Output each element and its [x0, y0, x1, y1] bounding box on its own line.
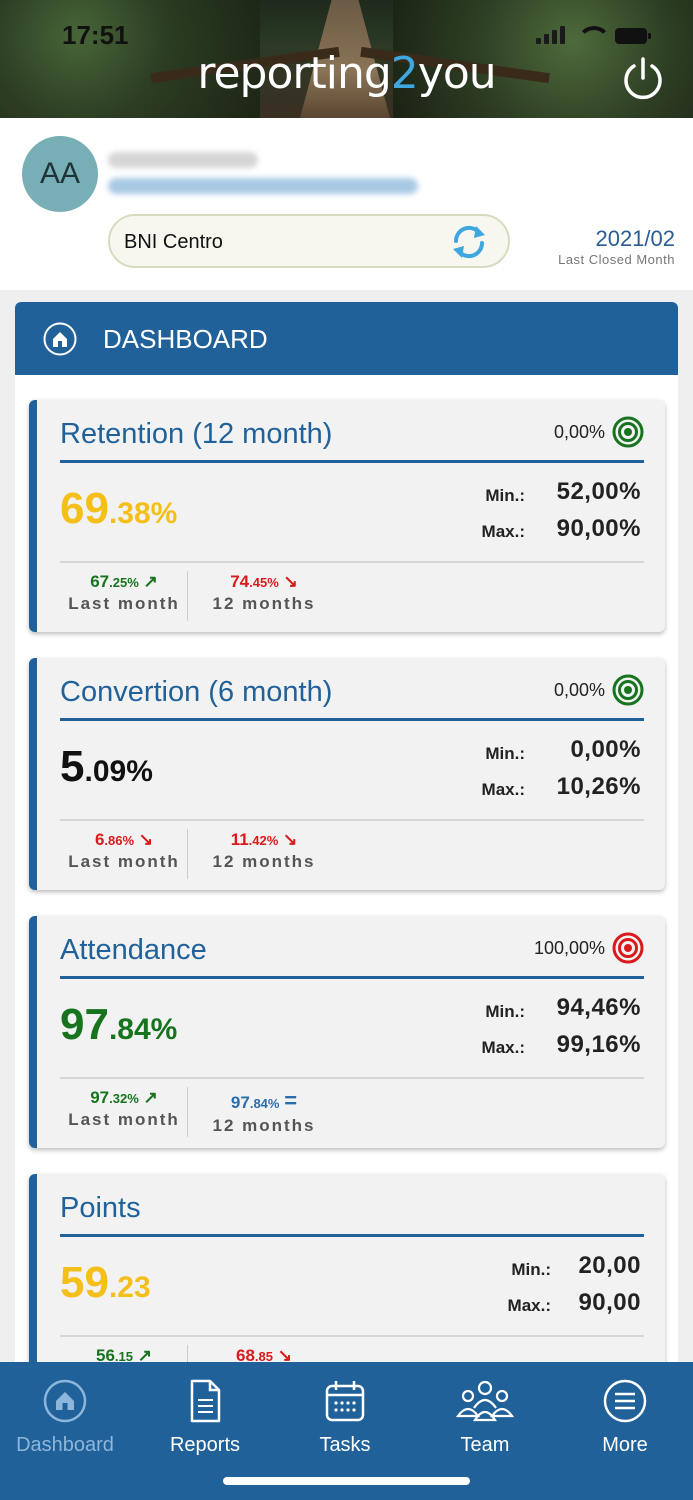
divider — [60, 976, 644, 979]
divider — [187, 1087, 188, 1137]
arrow-down-icon: ↘ — [138, 830, 154, 849]
kpi-title: Convertion (6 month) — [60, 676, 333, 708]
equal-icon: = — [284, 1088, 298, 1113]
tab-label: More — [602, 1434, 648, 1456]
chapter-selector[interactable]: BNI Centro — [108, 214, 510, 268]
chapter-name: BNI Centro — [124, 231, 223, 253]
min-label: Min.: — [485, 744, 525, 763]
kpi-value: 97.84% — [60, 1000, 178, 1049]
divider — [60, 1234, 644, 1237]
calendar-icon — [325, 1381, 365, 1422]
12-months-stat: 11.42% ↘ 12 months — [212, 830, 316, 871]
divider — [187, 829, 188, 879]
divider — [60, 460, 644, 463]
status-time: 17:51 — [62, 20, 129, 50]
12-months-stat: 74.45% ↘ 12 months — [212, 572, 316, 613]
divider — [187, 571, 188, 621]
last-month-stat: 67.25% ↗ Last month — [68, 572, 180, 613]
min-value: 0,00% — [570, 736, 641, 763]
user-email-redacted — [108, 178, 418, 194]
power-icon[interactable] — [620, 56, 666, 102]
kpi-target: 0,00% — [553, 680, 605, 700]
document-icon — [190, 1379, 221, 1423]
min-label: Min.: — [485, 486, 525, 505]
kpi-title: Retention (12 month) — [60, 418, 333, 450]
max-label: Max.: — [481, 780, 525, 799]
kpi-title: Attendance — [60, 934, 207, 966]
tab-reports[interactable]: Reports — [140, 1378, 270, 1457]
min-value: 20,00 — [578, 1252, 641, 1279]
divider — [60, 561, 644, 563]
max-label: Max.: — [481, 1038, 525, 1057]
app-logo: reporting2you — [197, 48, 496, 99]
tab-label: Team — [460, 1434, 510, 1456]
min-value: 52,00% — [556, 478, 641, 505]
dashboard-title: DASHBOARD — [103, 324, 268, 354]
tab-label: Dashboard — [16, 1434, 114, 1456]
kpi-target: 0,00% — [553, 422, 605, 442]
max-value: 99,16% — [556, 1031, 641, 1058]
12-months-stat: 97.84% = 12 months — [212, 1088, 316, 1135]
divider — [60, 1077, 644, 1079]
tab-label: Reports — [169, 1434, 241, 1456]
status-icons — [536, 26, 651, 44]
background-photo — [0, 0, 260, 118]
kpi-target: 100,00% — [533, 938, 605, 958]
arrow-down-icon: ↘ — [277, 1346, 292, 1365]
min-label: Min.: — [485, 1002, 525, 1021]
tab-label: Tasks — [319, 1434, 371, 1456]
max-value: 90,00% — [556, 515, 641, 542]
divider — [60, 718, 644, 721]
arrow-up-icon: ↗ — [143, 572, 158, 591]
header-banner — [0, 0, 693, 118]
home-indicator[interactable] — [223, 1477, 470, 1485]
refresh-icon[interactable] — [448, 222, 490, 262]
max-label: Max.: — [481, 522, 525, 541]
max-value: 90,00 — [578, 1289, 641, 1316]
tab-dashboard[interactable]: Dashboard — [0, 1378, 130, 1457]
wifi-icon — [577, 26, 611, 44]
12-months-stat: 68.85 ↘ — [236, 1346, 292, 1365]
kpi-card-convertion[interactable]: Convertion (6 month) 0,00% 5.09% Min.: 0… — [29, 658, 665, 890]
divider — [60, 819, 644, 821]
period-label: Last Closed Month — [558, 252, 675, 267]
arrow-down-icon: ↘ — [283, 572, 298, 591]
tab-more[interactable]: More — [560, 1378, 690, 1457]
arrow-down-icon: ↘ — [283, 830, 298, 849]
min-value: 94,46% — [556, 994, 641, 1021]
last-month-stat: 97.32% ↗ Last month — [68, 1088, 180, 1129]
min-label: Min.: — [511, 1260, 551, 1279]
signal-icon — [536, 26, 565, 44]
home-icon — [43, 1379, 87, 1423]
avatar: AA — [22, 136, 98, 212]
divider — [60, 1335, 644, 1337]
kpi-card-attendance[interactable]: Attendance 100,00% 97.84% Min.: 94,46% M… — [29, 916, 665, 1148]
kpi-value: 69.38% — [60, 484, 178, 533]
max-label: Max.: — [507, 1296, 551, 1315]
tab-team[interactable]: Team — [420, 1378, 550, 1457]
arrow-up-icon: ↗ — [143, 1088, 158, 1107]
dashboard-header: DASHBOARD — [15, 302, 678, 375]
home-icon — [43, 322, 77, 356]
period-value: 2021/02 — [595, 226, 675, 251]
menu-icon — [603, 1379, 647, 1423]
tab-tasks[interactable]: Tasks — [280, 1378, 410, 1457]
last-month-stat: 6.86% ↘ Last month — [68, 830, 180, 871]
kpi-title: Points — [60, 1192, 141, 1224]
kpi-card-retention[interactable]: Retention (12 month) 0,00% 69.38% Min.: … — [29, 400, 665, 632]
battery-icon — [615, 28, 651, 44]
max-value: 10,26% — [556, 773, 641, 800]
target-red-icon — [612, 932, 644, 964]
target-green-icon — [612, 416, 644, 448]
kpi-value: 59.23 — [60, 1258, 151, 1307]
kpi-value: 5.09% — [60, 742, 153, 791]
user-name-redacted — [108, 152, 258, 168]
team-icon — [455, 1380, 515, 1422]
target-green-icon — [612, 674, 644, 706]
last-month-stat: 56.15 ↗ — [96, 1346, 152, 1365]
arrow-up-icon: ↗ — [137, 1346, 152, 1365]
last-closed-month: 2021/02 Last Closed Month — [558, 226, 675, 267]
